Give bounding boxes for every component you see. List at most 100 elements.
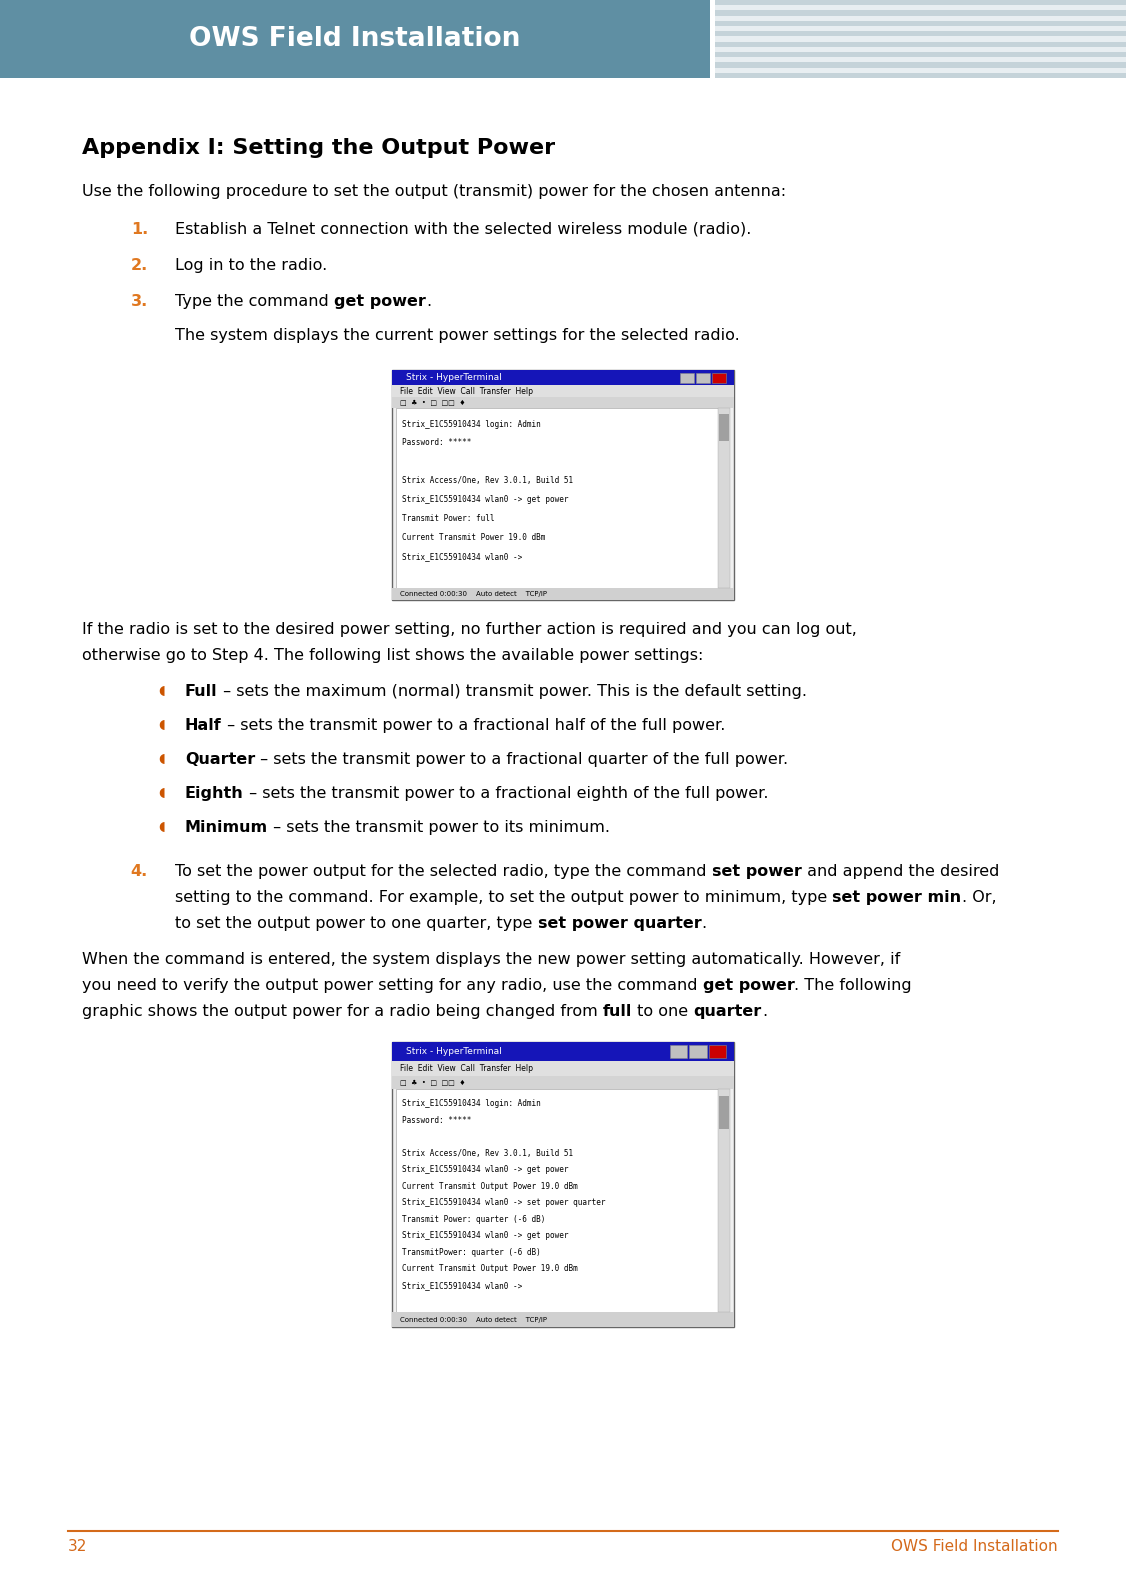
Text: Strix - HyperTerminal: Strix - HyperTerminal — [406, 373, 502, 382]
FancyBboxPatch shape — [715, 20, 1126, 27]
FancyBboxPatch shape — [396, 1090, 720, 1312]
Text: OWS Field Installation: OWS Field Installation — [892, 1538, 1058, 1554]
Text: ◖: ◖ — [159, 752, 166, 764]
Text: . The following: . The following — [795, 978, 912, 993]
FancyBboxPatch shape — [392, 588, 734, 599]
Text: setting to the command. For example, to set the output power to minimum, type: setting to the command. For example, to … — [175, 890, 832, 904]
Text: 2.: 2. — [131, 258, 148, 274]
Text: graphic shows the output power for a radio being changed from: graphic shows the output power for a rad… — [82, 1004, 602, 1019]
FancyBboxPatch shape — [715, 57, 1126, 63]
Text: – sets the transmit power to a fractional quarter of the full power.: – sets the transmit power to a fractiona… — [256, 752, 788, 768]
Text: Strix_E1C55910434 wlan0 -> set power quarter: Strix_E1C55910434 wlan0 -> set power qua… — [402, 1199, 606, 1206]
Text: you need to verify the output power setting for any radio, use the command: you need to verify the output power sett… — [82, 978, 703, 993]
Text: Connected 0:00:30    Auto detect    TCP/IP: Connected 0:00:30 Auto detect TCP/IP — [400, 1317, 547, 1323]
Text: to one: to one — [633, 1004, 694, 1019]
Text: Connected 0:00:30    Auto detect    TCP/IP: Connected 0:00:30 Auto detect TCP/IP — [400, 591, 547, 598]
FancyBboxPatch shape — [680, 373, 694, 382]
Text: The system displays the current power settings for the selected radio.: The system displays the current power se… — [175, 329, 740, 343]
Text: Transmit Power: quarter (-6 dB): Transmit Power: quarter (-6 dB) — [402, 1214, 545, 1224]
FancyBboxPatch shape — [715, 68, 1126, 72]
Text: Current Transmit Output Power 19.0 dBm: Current Transmit Output Power 19.0 dBm — [402, 1265, 578, 1273]
FancyBboxPatch shape — [392, 370, 734, 385]
Text: Transmit Power: full: Transmit Power: full — [402, 514, 494, 524]
FancyBboxPatch shape — [715, 31, 1126, 36]
Text: Strix Access/One, Rev 3.0.1, Build 51: Strix Access/One, Rev 3.0.1, Build 51 — [402, 477, 573, 486]
Text: Establish a Telnet connection with the selected wireless module (radio).: Establish a Telnet connection with the s… — [175, 222, 751, 238]
Text: Password: *****: Password: ***** — [402, 439, 472, 447]
FancyBboxPatch shape — [715, 5, 1126, 11]
Text: – sets the transmit power to a fractional half of the full power.: – sets the transmit power to a fractiona… — [222, 717, 725, 733]
Text: set power: set power — [712, 864, 802, 879]
Text: □  ♣  •  □  □□  ♦: □ ♣ • □ □□ ♦ — [400, 400, 465, 406]
FancyBboxPatch shape — [708, 1046, 726, 1057]
FancyBboxPatch shape — [392, 1041, 734, 1328]
FancyBboxPatch shape — [715, 63, 1126, 68]
Text: Use the following procedure to set the output (transmit) power for the chosen an: Use the following procedure to set the o… — [82, 184, 786, 200]
FancyBboxPatch shape — [392, 398, 734, 407]
FancyBboxPatch shape — [712, 373, 726, 382]
Text: .: . — [762, 1004, 767, 1019]
Text: get power: get power — [703, 978, 795, 993]
Text: File  Edit  View  Call  Transfer  Help: File Edit View Call Transfer Help — [400, 387, 533, 396]
Text: Strix_E1C55910434 login: Admin: Strix_E1C55910434 login: Admin — [402, 420, 540, 428]
FancyBboxPatch shape — [396, 407, 720, 588]
Text: ◖: ◖ — [159, 786, 166, 799]
Text: – sets the transmit power to a fractional eighth of the full power.: – sets the transmit power to a fractiona… — [243, 786, 768, 801]
Text: ◖: ◖ — [159, 820, 166, 834]
Text: Eighth: Eighth — [185, 786, 243, 801]
Text: Strix Access/One, Rev 3.0.1, Build 51: Strix Access/One, Rev 3.0.1, Build 51 — [402, 1148, 573, 1158]
FancyBboxPatch shape — [696, 373, 711, 382]
Text: Half: Half — [185, 717, 222, 733]
FancyBboxPatch shape — [718, 407, 730, 588]
Text: ◖: ◖ — [159, 684, 166, 697]
Text: Appendix I: Setting the Output Power: Appendix I: Setting the Output Power — [82, 138, 555, 157]
Text: Password: *****: Password: ***** — [402, 1115, 472, 1125]
FancyBboxPatch shape — [720, 1096, 729, 1129]
FancyBboxPatch shape — [0, 0, 711, 79]
FancyBboxPatch shape — [715, 41, 1126, 47]
Text: Log in to the radio.: Log in to the radio. — [175, 258, 328, 274]
FancyBboxPatch shape — [718, 1090, 730, 1312]
FancyBboxPatch shape — [715, 11, 1126, 16]
Text: to set the output power to one quarter, type: to set the output power to one quarter, … — [175, 915, 537, 931]
Text: Type the command: Type the command — [175, 294, 334, 308]
Text: Strix_E1C55910434 wlan0 -> get power: Strix_E1C55910434 wlan0 -> get power — [402, 495, 569, 505]
Text: Quarter: Quarter — [185, 752, 256, 768]
Text: otherwise go to Step 4. The following list shows the available power settings:: otherwise go to Step 4. The following li… — [82, 648, 704, 662]
Text: Strix_E1C55910434 wlan0 -> get power: Strix_E1C55910434 wlan0 -> get power — [402, 1166, 569, 1175]
FancyBboxPatch shape — [392, 1041, 734, 1062]
Text: □  ♣  •  □  □□  ♦: □ ♣ • □ □□ ♦ — [400, 1079, 465, 1085]
Text: Strix_E1C55910434 wlan0 ->: Strix_E1C55910434 wlan0 -> — [402, 552, 522, 562]
Text: File  Edit  View  Call  Transfer  Help: File Edit View Call Transfer Help — [400, 1063, 533, 1073]
Text: quarter: quarter — [694, 1004, 762, 1019]
FancyBboxPatch shape — [715, 47, 1126, 52]
Text: To set the power output for the selected radio, type the command: To set the power output for the selected… — [175, 864, 712, 879]
Text: TransmitPower: quarter (-6 dB): TransmitPower: quarter (-6 dB) — [402, 1247, 540, 1257]
Text: – sets the transmit power to its minimum.: – sets the transmit power to its minimum… — [268, 820, 610, 835]
FancyBboxPatch shape — [392, 1076, 734, 1090]
Text: 3.: 3. — [131, 294, 148, 308]
Text: Full: Full — [185, 684, 217, 698]
Text: .: . — [701, 915, 706, 931]
Text: Minimum: Minimum — [185, 820, 268, 835]
Text: 4.: 4. — [131, 864, 148, 879]
Text: When the command is entered, the system displays the new power setting automatic: When the command is entered, the system … — [82, 952, 901, 967]
FancyBboxPatch shape — [715, 36, 1126, 41]
FancyBboxPatch shape — [392, 1062, 734, 1076]
Text: If the radio is set to the desired power setting, no further action is required : If the radio is set to the desired power… — [82, 621, 857, 637]
FancyBboxPatch shape — [392, 1312, 734, 1328]
Text: and append the desired: and append the desired — [802, 864, 999, 879]
Text: set power quarter: set power quarter — [537, 915, 701, 931]
FancyBboxPatch shape — [715, 52, 1126, 57]
Text: . Or,: . Or, — [962, 890, 997, 904]
FancyBboxPatch shape — [392, 370, 734, 599]
Text: .: . — [426, 294, 431, 308]
Text: 1.: 1. — [131, 222, 148, 238]
Text: set power min: set power min — [832, 890, 962, 904]
Text: Strix_E1C55910434 login: Admin: Strix_E1C55910434 login: Admin — [402, 1100, 540, 1109]
FancyBboxPatch shape — [715, 72, 1126, 79]
FancyBboxPatch shape — [715, 27, 1126, 31]
FancyBboxPatch shape — [392, 385, 734, 398]
FancyBboxPatch shape — [689, 1046, 707, 1057]
FancyBboxPatch shape — [715, 0, 1126, 5]
